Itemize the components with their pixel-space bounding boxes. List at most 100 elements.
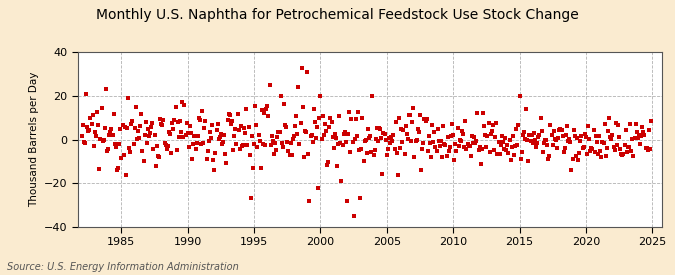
Point — [108, 112, 119, 116]
Point — [369, 148, 380, 152]
Point — [429, 130, 440, 134]
Point — [355, 196, 366, 201]
Point — [494, 152, 505, 156]
Point — [444, 145, 455, 149]
Point — [248, 166, 259, 170]
Point — [264, 83, 275, 87]
Point — [518, 133, 529, 137]
Point — [166, 151, 177, 155]
Point — [124, 145, 134, 150]
Point — [135, 124, 146, 128]
Point — [618, 152, 629, 156]
Point — [206, 136, 217, 140]
Point — [172, 120, 183, 124]
Point — [123, 96, 134, 100]
Point — [398, 128, 409, 132]
Point — [419, 117, 430, 121]
Point — [610, 147, 620, 152]
Point — [484, 150, 495, 155]
Point — [178, 135, 189, 139]
Point — [495, 143, 506, 147]
Point — [388, 132, 399, 137]
Point — [215, 135, 225, 139]
Point — [265, 143, 276, 148]
Point — [418, 140, 429, 145]
Point — [246, 196, 256, 201]
Point — [544, 153, 555, 158]
Point — [199, 126, 210, 130]
Point — [629, 135, 640, 140]
Point — [198, 141, 209, 145]
Point — [377, 172, 388, 177]
Point — [639, 133, 650, 137]
Point — [638, 130, 649, 134]
Point — [626, 148, 637, 153]
Point — [501, 148, 512, 153]
Point — [348, 214, 359, 218]
Point — [556, 128, 567, 132]
Point — [636, 134, 647, 139]
Point — [566, 168, 577, 172]
Point — [645, 146, 655, 151]
Point — [643, 128, 654, 132]
Point — [616, 152, 626, 156]
Point — [368, 153, 379, 158]
Point — [303, 152, 314, 156]
Point — [360, 137, 371, 142]
Point — [258, 142, 269, 146]
Point — [356, 146, 367, 151]
Point — [435, 139, 446, 143]
Point — [236, 123, 246, 128]
Point — [603, 116, 614, 120]
Point — [427, 122, 437, 127]
Point — [102, 149, 113, 153]
Point — [491, 121, 502, 125]
Point — [516, 149, 527, 154]
Point — [411, 138, 422, 143]
Point — [447, 122, 458, 126]
Point — [86, 121, 97, 126]
Point — [492, 152, 503, 156]
Point — [541, 138, 551, 142]
Point — [210, 151, 221, 155]
Point — [470, 141, 481, 145]
Point — [310, 135, 321, 140]
Point — [147, 121, 158, 125]
Point — [466, 134, 477, 138]
Point — [441, 153, 452, 158]
Point — [520, 137, 531, 141]
Point — [225, 122, 236, 127]
Point — [364, 134, 375, 138]
Point — [546, 133, 557, 137]
Point — [598, 141, 609, 145]
Point — [471, 139, 482, 144]
Point — [535, 116, 546, 121]
Point — [310, 120, 321, 125]
Point — [643, 148, 653, 152]
Point — [196, 109, 207, 113]
Point — [383, 147, 394, 151]
Point — [290, 124, 300, 129]
Point — [221, 161, 232, 165]
Point — [397, 140, 408, 144]
Point — [151, 164, 161, 168]
Point — [142, 141, 153, 145]
Point — [379, 132, 390, 136]
Point — [99, 126, 110, 130]
Point — [646, 119, 657, 123]
Point — [560, 145, 570, 150]
Point — [144, 131, 155, 136]
Point — [531, 145, 541, 149]
Point — [522, 138, 533, 142]
Point — [296, 65, 307, 70]
Point — [520, 107, 531, 111]
Point — [347, 140, 358, 144]
Point — [103, 147, 113, 151]
Point — [84, 128, 95, 133]
Point — [189, 133, 200, 138]
Point — [426, 155, 437, 159]
Point — [251, 123, 262, 128]
Point — [570, 154, 581, 158]
Point — [113, 166, 124, 170]
Point — [502, 143, 513, 147]
